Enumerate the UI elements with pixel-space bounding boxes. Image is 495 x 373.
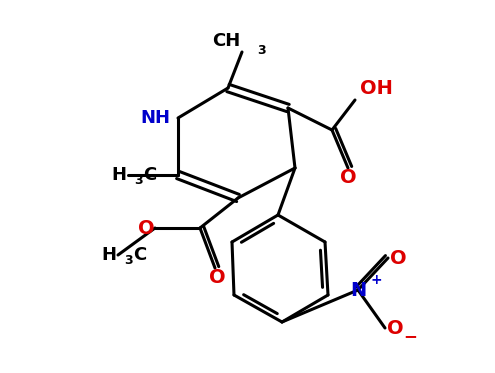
Text: C: C	[133, 246, 146, 264]
Text: O: O	[340, 168, 356, 187]
Text: N: N	[350, 280, 366, 300]
Text: H: H	[111, 166, 126, 184]
Text: 3: 3	[134, 173, 143, 186]
Text: +: +	[370, 273, 382, 287]
Text: 3: 3	[124, 254, 133, 266]
Text: O: O	[209, 268, 225, 287]
Text: O: O	[390, 248, 406, 267]
Text: OH: OH	[360, 79, 393, 98]
Text: −: −	[403, 327, 417, 345]
Text: NH: NH	[140, 109, 170, 127]
Text: CH: CH	[212, 32, 240, 50]
Text: O: O	[387, 319, 403, 338]
Text: O: O	[139, 219, 155, 238]
Text: 3: 3	[257, 44, 266, 57]
Text: C: C	[143, 166, 156, 184]
Text: H: H	[101, 246, 116, 264]
